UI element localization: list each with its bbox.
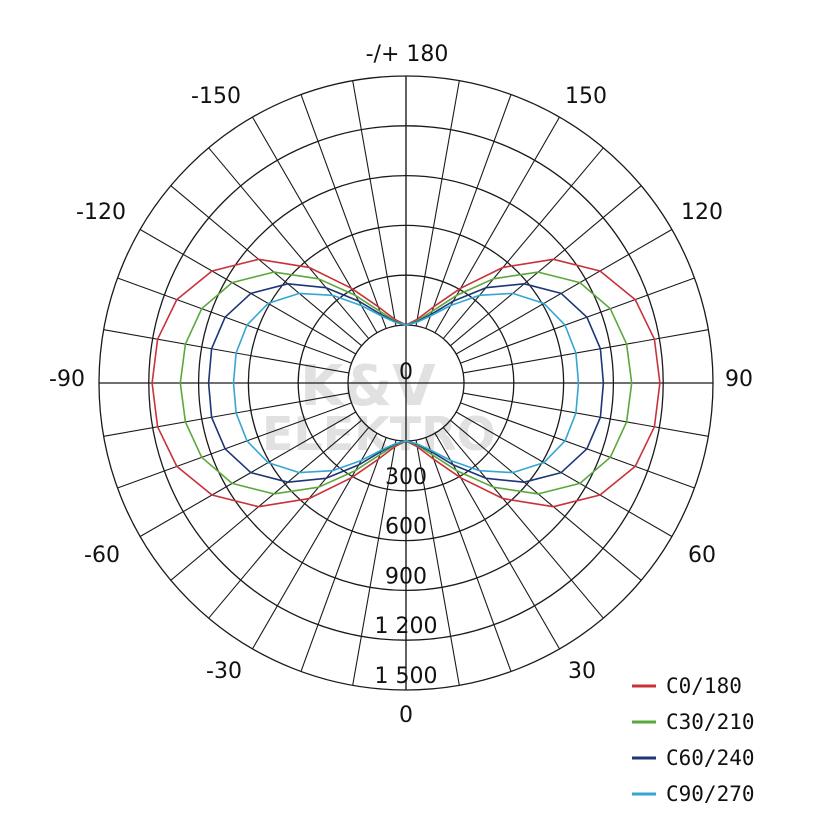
spoke-160 (425, 94, 512, 329)
angle-label: -30 (206, 659, 242, 684)
intensity-curves (151, 258, 661, 508)
polar-grid (98, 75, 714, 691)
legend-label: C90/270 (666, 782, 755, 806)
spoke-300 (139, 411, 357, 537)
angle-label: 60 (688, 543, 716, 568)
spoke-20 (425, 437, 512, 672)
angle-label: -90 (49, 367, 85, 392)
angle-label: 120 (681, 200, 723, 225)
legend-label: C0/180 (666, 674, 742, 698)
angle-label: 150 (565, 84, 607, 109)
radial-tick-label: 1 500 (375, 664, 438, 689)
angle-label: -150 (191, 84, 241, 109)
legend-label: C60/240 (666, 746, 755, 770)
angle-label: -120 (76, 200, 126, 225)
spoke-10 (415, 440, 460, 686)
spoke-340 (300, 437, 387, 672)
spoke-110 (460, 277, 695, 364)
spoke-80 (463, 392, 709, 437)
spoke-260 (103, 329, 349, 374)
angle-label: -/+ 180 (366, 42, 449, 67)
spoke-140 (442, 147, 604, 339)
spoke-240 (139, 229, 357, 355)
angle-label: 0 (399, 703, 413, 728)
curve-C90-270 (232, 292, 580, 474)
spoke-100 (463, 329, 709, 374)
spoke-50 (450, 419, 642, 581)
watermark-line-1: K&V (300, 354, 436, 419)
spoke-170 (415, 80, 460, 326)
radial-tick-labels: 0 300 600 900 1 200 1 500 (375, 360, 438, 689)
spoke-120 (455, 229, 673, 355)
radial-tick-label: 1 200 (375, 614, 438, 639)
radial-tick-label: 900 (385, 564, 427, 589)
spoke-250 (117, 277, 352, 364)
radial-tick-label: 300 (385, 465, 427, 490)
radial-tick-label: 0 (399, 360, 413, 385)
spoke-130 (450, 185, 642, 347)
spoke-200 (300, 94, 387, 329)
angle-label: 30 (568, 659, 596, 684)
spoke-70 (460, 402, 695, 489)
spoke-350 (352, 440, 397, 686)
spoke-190 (352, 80, 397, 326)
spoke-310 (170, 419, 362, 581)
spoke-320 (208, 427, 370, 619)
angle-label: -60 (84, 543, 120, 568)
radial-tick-label: 600 (385, 515, 427, 540)
legend: C0/180 C30/210 C60/240 C90/270 (632, 674, 755, 806)
spoke-220 (208, 147, 370, 339)
spoke-60 (455, 411, 673, 537)
legend-label: C30/210 (666, 710, 755, 734)
spoke-290 (117, 402, 352, 489)
spoke-280 (103, 392, 349, 437)
spoke-40 (442, 427, 604, 619)
angle-label: 90 (725, 367, 753, 392)
spoke-230 (170, 185, 362, 347)
